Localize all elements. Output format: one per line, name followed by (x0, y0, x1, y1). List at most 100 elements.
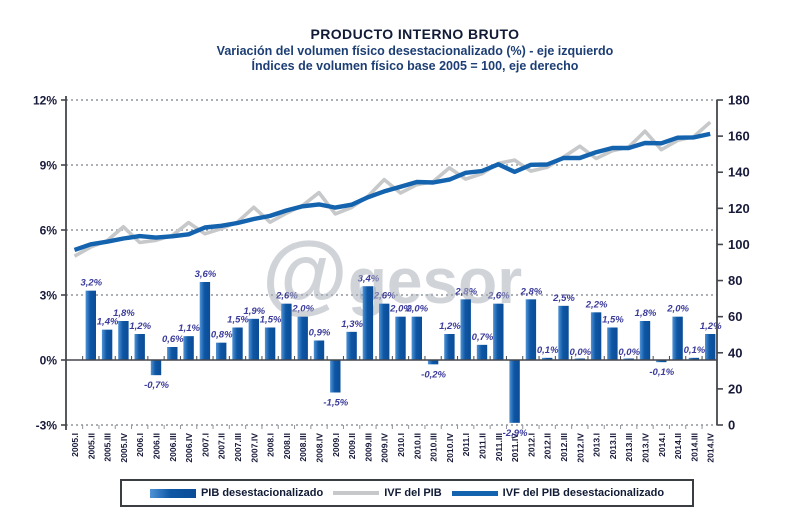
bar (590, 312, 602, 360)
bar (460, 299, 471, 360)
bar (656, 360, 667, 363)
bar-value-label: -0,7% (144, 380, 169, 391)
bar (379, 303, 390, 360)
grey-line-swatch (333, 491, 380, 495)
chart-subtitle-2: Índices de volumen físico base 2005 = 10… (251, 59, 579, 74)
x-axis-label: 2011.IV (510, 433, 520, 462)
x-axis-label: 2014.IV (706, 433, 716, 463)
bar (427, 360, 439, 365)
bar-value-label: 0,1% (684, 345, 706, 356)
bar-value-label: 2,0% (405, 304, 428, 315)
bar-value-label: 0,8% (211, 330, 233, 341)
chart-subtitle-1: Variación del volumen físico desestacion… (216, 43, 614, 58)
legend-label: IVF del PIB desestacionalizado (502, 487, 665, 499)
x-axis-label: 2014.III (689, 433, 699, 462)
bar (705, 334, 716, 360)
legend-label: IVF del PIB (384, 487, 442, 499)
bar (493, 303, 504, 360)
right-axis-tick-label: 100 (728, 237, 750, 252)
bar-value-label: 2,8% (520, 286, 543, 297)
x-axis-label: 2006.I (135, 433, 145, 457)
bar (183, 336, 194, 360)
x-axis-label: 2012.II (543, 433, 553, 459)
x-axis-label: 2010.I (396, 433, 406, 457)
bar (85, 290, 96, 360)
left-axis-tick-label: 12% (33, 94, 57, 108)
left-axis-tick-label: 6% (40, 224, 58, 238)
x-axis-label: 2008.III (298, 433, 308, 462)
left-axis-tick-label: 0% (40, 354, 58, 368)
bar (248, 318, 259, 360)
x-axis-label: 2012.IV (575, 433, 585, 463)
bar (476, 344, 488, 360)
bar (639, 321, 651, 360)
bar-value-label: 1,5% (602, 315, 624, 326)
bar (395, 316, 406, 360)
bar (509, 360, 520, 423)
legend-item-ivf-desest: IVF del PIB desestacionalizado (451, 487, 665, 499)
bar-value-label: 1,9% (243, 306, 265, 317)
left-axis-tick-label: 9% (40, 159, 58, 173)
bar (362, 286, 374, 360)
watermark-text: @gesor (262, 223, 522, 322)
bar-value-label: 2,0% (389, 304, 412, 315)
bar-value-label: 1,5% (260, 315, 282, 326)
right-axis-tick-label: 20 (728, 381, 742, 396)
x-axis-label: 2013.II (608, 433, 618, 459)
right-axis-tick-label: 120 (728, 201, 750, 216)
bar-value-label: 1,2% (700, 321, 722, 332)
bar-value-label: 0,1% (537, 345, 559, 356)
right-axis-tick-label: 60 (728, 309, 742, 324)
bar-value-label: 1,1% (178, 323, 200, 334)
bar-swatch (149, 488, 196, 498)
x-axis-label: 2006.III (168, 433, 178, 462)
bar-value-label: -1,5% (323, 398, 348, 409)
chart-header: PRODUCTO INTERNO BRUTO Variación del vol… (40, 26, 790, 75)
bar-value-label: 2,5% (552, 293, 575, 304)
bar-value-label: 0,7% (472, 332, 494, 343)
bar (688, 357, 700, 360)
x-axis-label: 2012.III (559, 433, 569, 462)
bar-value-label: -0,1% (649, 367, 674, 378)
bar (313, 340, 325, 360)
ivf-desestacionalizado-line (73, 131, 711, 252)
right-axis-tick-label: 40 (728, 345, 742, 360)
right-axis-tick-label: 180 (728, 93, 750, 108)
x-axis-label: 2013.IV (641, 433, 651, 463)
bar (134, 334, 145, 360)
x-axis-label: 2009.IV (380, 433, 390, 463)
bar-value-label: -0,2% (421, 369, 446, 380)
right-axis-tick-label: 0 (728, 418, 735, 433)
right-axis-tick-label: 80 (728, 273, 742, 288)
legend-item-ivf: IVF del PIB (333, 487, 442, 499)
x-axis-label: 2014.I (657, 433, 667, 457)
x-axis-label: 2014.II (673, 433, 683, 459)
x-axis-label: 2008.I (266, 433, 276, 457)
x-axis-label: 2013.I (592, 433, 602, 457)
x-axis-label: 2013.III (624, 433, 634, 462)
bar-value-label: 2,2% (585, 299, 608, 310)
bar-value-label: 2,0% (666, 304, 689, 315)
bar-value-label: 2,0% (291, 304, 314, 315)
bar (232, 327, 243, 360)
chart-title: PRODUCTO INTERNO BRUTO (310, 26, 520, 42)
bar (199, 282, 211, 360)
bar-value-label: 3,4% (358, 273, 380, 284)
legend-label: PIB desestacionalizado (200, 487, 324, 499)
bar-value-label: 2,6% (487, 291, 510, 302)
bar (264, 327, 276, 360)
x-axis-label: 2009.III (363, 433, 373, 462)
bar-value-label: 1,4% (97, 317, 119, 328)
bar-value-label: 1,8% (113, 308, 135, 319)
x-axis-label: 2011.II (478, 433, 488, 459)
bar-value-label: 2,6% (275, 291, 298, 302)
bar-value-label: 1,2% (129, 321, 151, 332)
bar (411, 316, 422, 360)
legend-item-pib: PIB desestacionalizado (149, 487, 324, 499)
x-axis-label: 2005.II (86, 433, 96, 459)
bar (542, 357, 553, 360)
bar (444, 334, 455, 360)
x-axis-label: 2007.IV (249, 433, 259, 463)
bar (525, 299, 537, 360)
